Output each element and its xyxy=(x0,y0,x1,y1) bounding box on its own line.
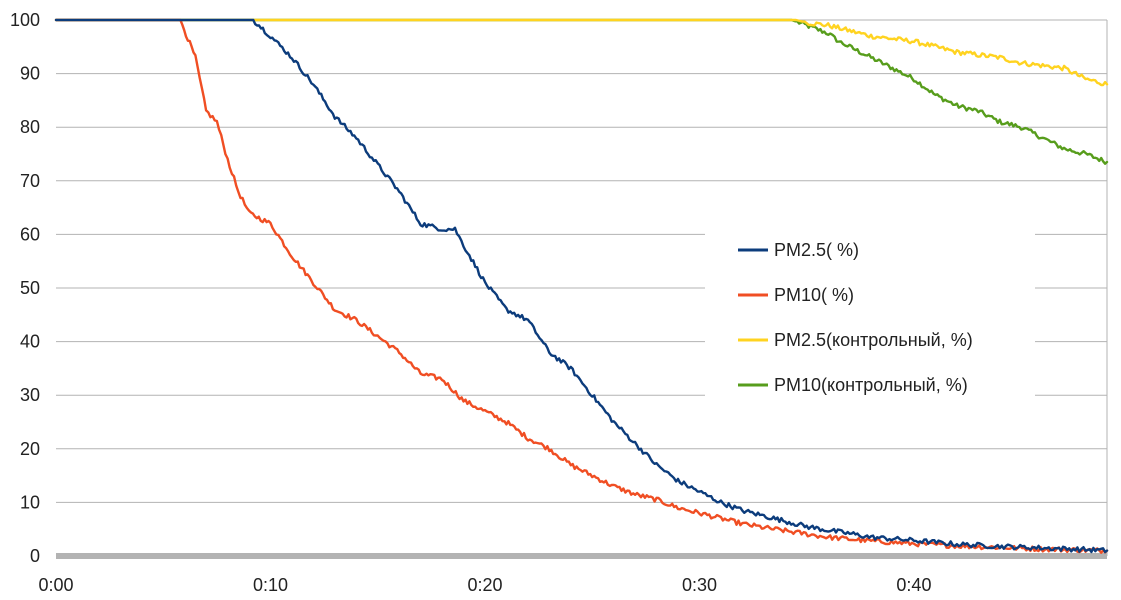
y-tick-label: 20 xyxy=(20,439,40,459)
y-tick-label: 30 xyxy=(20,385,40,405)
legend-label: PM10( %) xyxy=(774,285,854,305)
legend: PM2.5( %) PM10( %) PM2.5(контрольный, %) PM… xyxy=(738,240,973,395)
x-tick-label: 0:10 xyxy=(253,575,288,595)
y-tick-label: 0 xyxy=(30,546,40,566)
y-tick-label: 90 xyxy=(20,64,40,84)
series-line-0 xyxy=(54,18,1109,554)
y-tick-label: 80 xyxy=(20,117,40,137)
y-tick-label: 60 xyxy=(20,224,40,244)
y-tick-label: 70 xyxy=(20,171,40,191)
x-tick-label: 0:40 xyxy=(896,575,931,595)
series-layer xyxy=(54,18,1109,554)
x-tick-label: 0:30 xyxy=(682,575,717,595)
y-axis: 0 10 20 30 40 50 60 70 80 90 100 xyxy=(10,10,40,566)
x-tick-label: 0:20 xyxy=(467,575,502,595)
x-axis: 0:00 0:10 0:20 0:30 0:40 xyxy=(38,575,931,595)
legend-label: PM2.5(контрольный, %) xyxy=(774,330,973,350)
x-tick-label: 0:00 xyxy=(38,575,73,595)
y-tick-label: 100 xyxy=(10,10,40,30)
y-tick-label: 50 xyxy=(20,278,40,298)
legend-background xyxy=(705,222,1035,397)
x-axis-floor xyxy=(56,553,1107,559)
y-tick-label: 40 xyxy=(20,332,40,352)
y-tick-label: 10 xyxy=(20,492,40,512)
legend-label: PM10(контрольный, %) xyxy=(774,375,968,395)
legend-label: PM2.5( %) xyxy=(774,240,859,260)
